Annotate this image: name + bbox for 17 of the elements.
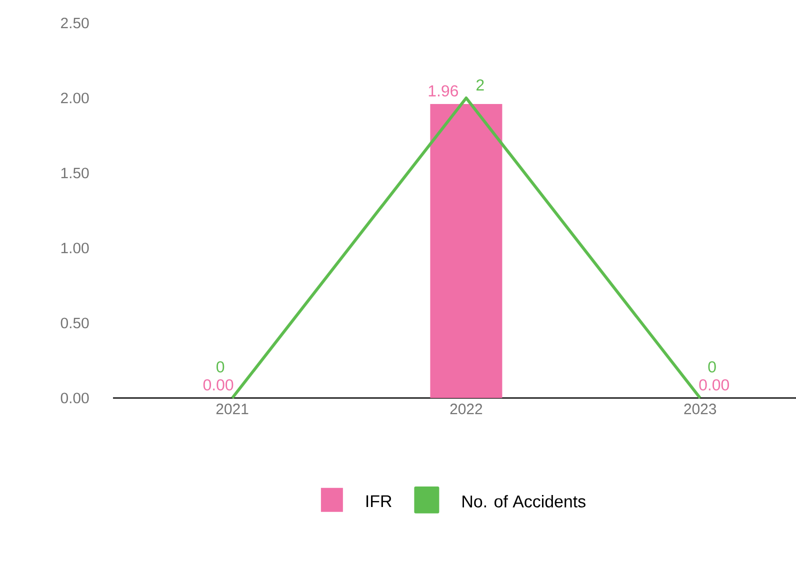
data-label: 2 bbox=[476, 79, 484, 90]
y-tick-label: 1.00 bbox=[61, 242, 89, 254]
data-label: 0 bbox=[216, 361, 224, 372]
data-label: 0.00 bbox=[699, 379, 729, 390]
y-tick-label: 1.50 bbox=[61, 168, 89, 178]
y-tick-label: 0.50 bbox=[60, 318, 89, 328]
data-label: 0.00 bbox=[203, 379, 234, 390]
y-tick-label: 0.00 bbox=[60, 392, 89, 404]
x-tick-label: 2022 bbox=[450, 404, 482, 414]
legend-label: IFR bbox=[366, 495, 392, 508]
data-label: 1.96 bbox=[428, 85, 458, 96]
data-label: 0 bbox=[708, 361, 716, 372]
x-tick-label: 2023 bbox=[684, 404, 716, 414]
x-tick-label: 2021 bbox=[216, 404, 248, 414]
y-tick-label: 2.00 bbox=[61, 92, 89, 104]
y-tick-label: 2.50 bbox=[61, 18, 89, 28]
legend-label: No. of Accidents bbox=[462, 495, 586, 508]
